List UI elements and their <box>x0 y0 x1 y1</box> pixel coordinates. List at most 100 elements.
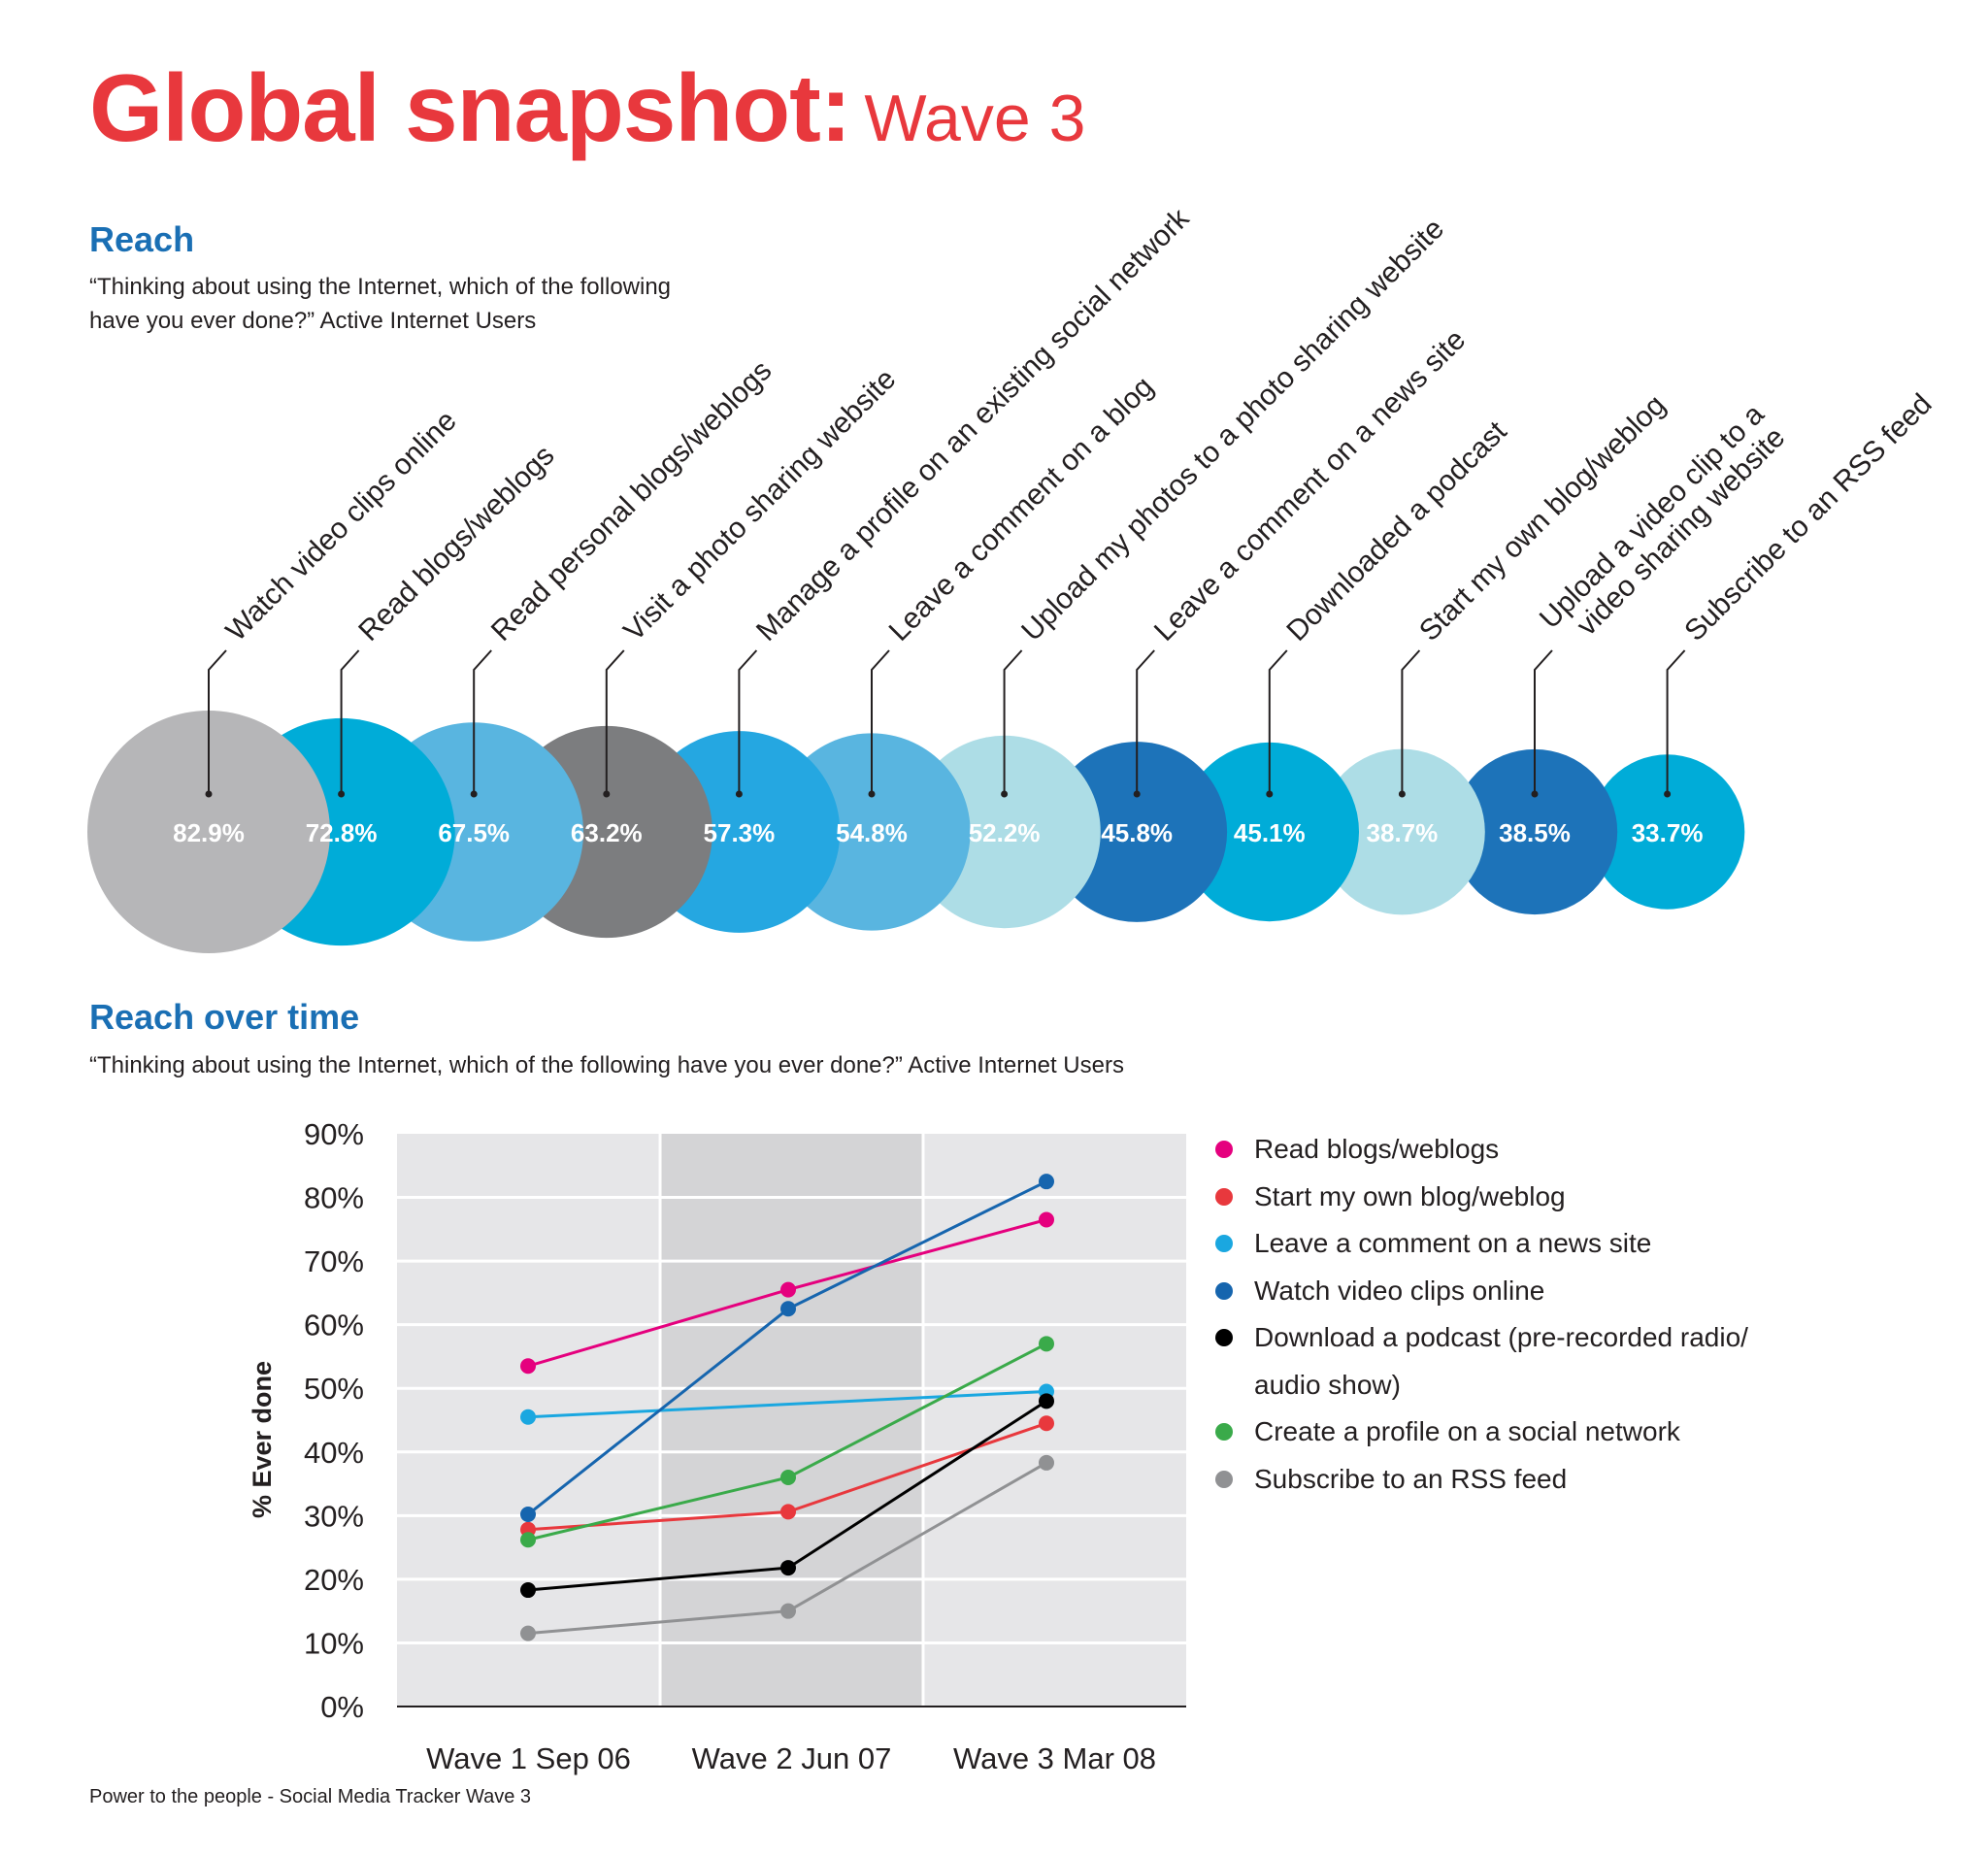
reach-bubble <box>87 711 330 953</box>
data-point <box>780 1603 796 1619</box>
legend-item: Start my own blog/weblog <box>1215 1174 1837 1221</box>
legend-swatch <box>1215 1187 1233 1206</box>
y-tick-label: 0% <box>320 1690 364 1724</box>
data-point <box>780 1281 796 1298</box>
data-point <box>520 1409 536 1425</box>
y-tick-label: 90% <box>304 1117 364 1151</box>
reach-bubble <box>1046 742 1228 922</box>
reach-heading: Reach <box>89 219 195 259</box>
data-point <box>780 1301 796 1317</box>
category-label: Watch video clips online <box>220 405 463 647</box>
reach-over-time-question: “Thinking about using the Internet, whic… <box>89 1052 1124 1078</box>
legend-swatch <box>1215 1141 1233 1158</box>
bubble-value-label: 72.8% <box>306 818 378 847</box>
data-point <box>520 1532 536 1548</box>
bubble-value-label: 45.8% <box>1101 818 1173 847</box>
legend-swatch <box>1215 1423 1233 1441</box>
y-tick-label: 70% <box>304 1244 364 1278</box>
leader-line <box>738 649 758 794</box>
reach-over-time-heading: Reach over time <box>89 997 360 1037</box>
category-label-text: Read personal blogs/weblogs <box>485 354 779 647</box>
reach-bubble <box>1589 754 1745 910</box>
y-tick-label: 40% <box>304 1436 364 1470</box>
category-label: Downloaded a podcast <box>1280 414 1513 647</box>
category-label: Visit a photo sharing website <box>617 363 902 647</box>
y-tick-label: 30% <box>304 1499 364 1533</box>
data-point <box>1039 1415 1054 1432</box>
y-tick-label: 60% <box>304 1309 364 1342</box>
legend-label: Watch video clips online <box>1254 1275 1545 1306</box>
legend-item: Watch video clips online <box>1215 1268 1837 1315</box>
bubble-value-label: 67.5% <box>438 818 510 847</box>
bubble-value-label: 82.9% <box>173 818 245 847</box>
category-label-text: Downloaded a podcast <box>1280 414 1513 647</box>
y-tick-label: 20% <box>304 1563 364 1597</box>
plot-band <box>923 1134 1186 1707</box>
plot-band <box>660 1134 923 1707</box>
legend-item: Subscribe to an RSS feed <box>1215 1456 1837 1504</box>
series-line <box>527 1390 1047 1419</box>
category-label: Read personal blogs/weblogs <box>485 354 779 647</box>
data-point <box>1039 1454 1054 1471</box>
y-tick-label: 50% <box>304 1372 364 1406</box>
y-tick-label: 80% <box>304 1181 364 1215</box>
legend-item: Create a profile on a social network <box>1215 1409 1837 1456</box>
x-tick-label: Wave 2 Jun 07 <box>692 1741 892 1775</box>
data-point <box>1039 1383 1054 1400</box>
leader-dot <box>1133 790 1141 798</box>
legend-label: Leave a comment on a news site <box>1254 1228 1652 1258</box>
legend-item: Leave a comment on a news site <box>1215 1220 1837 1268</box>
data-point <box>780 1560 796 1576</box>
leader-dot <box>735 790 743 798</box>
legend-item: Read blogs/weblogs <box>1215 1126 1837 1174</box>
data-point <box>520 1625 536 1641</box>
leader-dot <box>1398 790 1406 798</box>
x-tick-label: Wave 1 Sep 06 <box>426 1741 631 1775</box>
footer-source: Power to the people - Social Media Track… <box>89 1786 532 1807</box>
reach-question: “Thinking about using the Internet, whic… <box>89 274 672 334</box>
category-label-text: Watch video clips online <box>220 405 463 647</box>
leader-line <box>1534 649 1553 794</box>
legend-label: Subscribe to an RSS feed <box>1254 1463 1568 1494</box>
leader-line <box>1136 649 1155 794</box>
data-point <box>1039 1336 1054 1352</box>
legend-label: Read blogs/weblogs <box>1254 1134 1500 1164</box>
leader-line <box>1268 649 1288 794</box>
bubble-value-label: 45.1% <box>1234 818 1306 847</box>
leader-line <box>1003 649 1023 794</box>
category-label-text: Leave a comment on a blog <box>883 371 1160 647</box>
reach-bubble <box>1451 748 1618 915</box>
x-tick-label: Wave 3 Mar 08 <box>953 1741 1156 1775</box>
bubble-value-label: 63.2% <box>571 818 643 847</box>
data-point <box>780 1504 796 1520</box>
data-point <box>520 1582 536 1599</box>
leader-dot <box>1001 790 1009 798</box>
series-line <box>527 1342 1047 1541</box>
series-line <box>527 1218 1047 1368</box>
series-line <box>527 1421 1047 1532</box>
category-label-text: Visit a photo sharing website <box>617 363 902 647</box>
series-line <box>527 1400 1047 1592</box>
legend-swatch <box>1215 1329 1233 1346</box>
legend-label: Create a profile on a social network <box>1254 1416 1680 1446</box>
data-point <box>520 1358 536 1375</box>
bubble-value-label: 54.8% <box>836 818 908 847</box>
leader-dot <box>1266 790 1274 798</box>
leader-line <box>340 649 360 794</box>
reach-bubble <box>1179 742 1359 922</box>
legend-swatch <box>1215 1235 1233 1252</box>
leader-line <box>1666 649 1686 794</box>
leader-dot <box>470 790 478 798</box>
leader-dot <box>1664 790 1672 798</box>
bubble-value-label: 38.5% <box>1499 818 1571 847</box>
data-point <box>520 1507 536 1523</box>
leader-dot <box>1531 790 1539 798</box>
bubble-value-label: 38.7% <box>1367 818 1439 847</box>
bubble-value-label: 33.7% <box>1632 818 1704 847</box>
category-label: Leave a comment on a blog <box>883 371 1160 647</box>
leader-dot <box>868 790 876 798</box>
data-point <box>780 1470 796 1485</box>
leader-line <box>871 649 890 794</box>
